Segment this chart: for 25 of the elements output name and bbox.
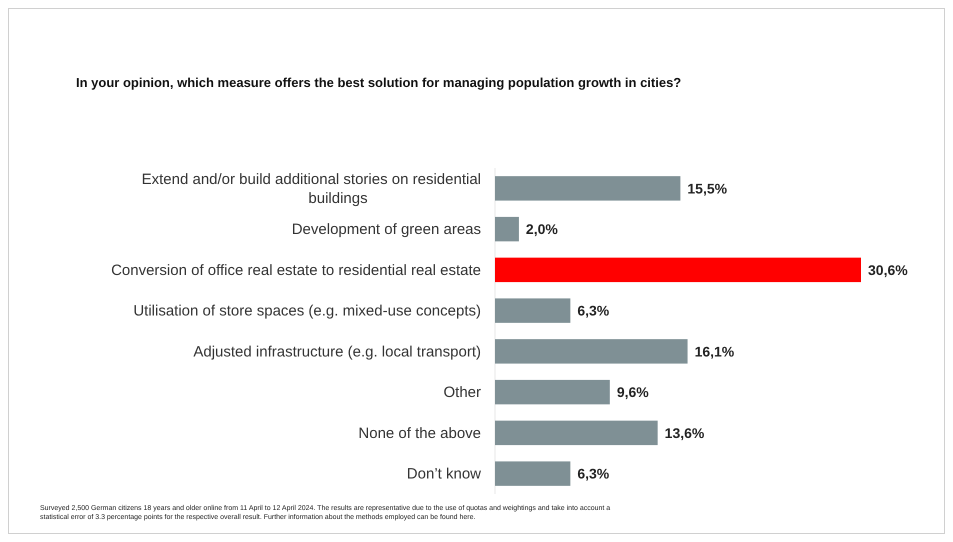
text: In your opinion, which measure offers the best solution for managing population growth in cities? bbox=[76, 75, 682, 90]
data-label: 30,6% bbox=[868, 262, 908, 278]
y-tick-label: Development of green areas bbox=[292, 221, 481, 238]
y-tick-label: Adjusted infrastructure (e.g. local transport) bbox=[193, 343, 481, 360]
y-tick-label: Don’t know bbox=[406, 466, 482, 483]
bar bbox=[495, 380, 610, 404]
y-tick-label: Extend and/or build additional stories on residential buildings bbox=[142, 170, 481, 207]
data-label: 16,1% bbox=[694, 343, 735, 360]
bar bbox=[495, 176, 680, 201]
y-tick-label: None of the above bbox=[358, 424, 481, 442]
data-label: 6,3% bbox=[577, 466, 610, 482]
bar bbox=[495, 216, 519, 242]
data-label: 13,6% bbox=[664, 424, 705, 441]
bar bbox=[495, 339, 688, 364]
data-label: 6,3% bbox=[577, 302, 610, 319]
bar bbox=[495, 461, 570, 486]
bar bbox=[495, 298, 570, 323]
y-tick-label: Utilisation of store spaces (e.g. mixed-use concepts) bbox=[133, 302, 481, 320]
data-label: 9,6% bbox=[616, 384, 650, 400]
y-tick-label: Other bbox=[443, 384, 482, 402]
y-tick-label: Conversion of office real estate to residential real estate bbox=[111, 262, 481, 279]
bar bbox=[495, 420, 658, 446]
bar bbox=[495, 258, 861, 282]
data-label: 15,5% bbox=[687, 180, 728, 196]
data-label: 2,0% bbox=[526, 221, 558, 238]
